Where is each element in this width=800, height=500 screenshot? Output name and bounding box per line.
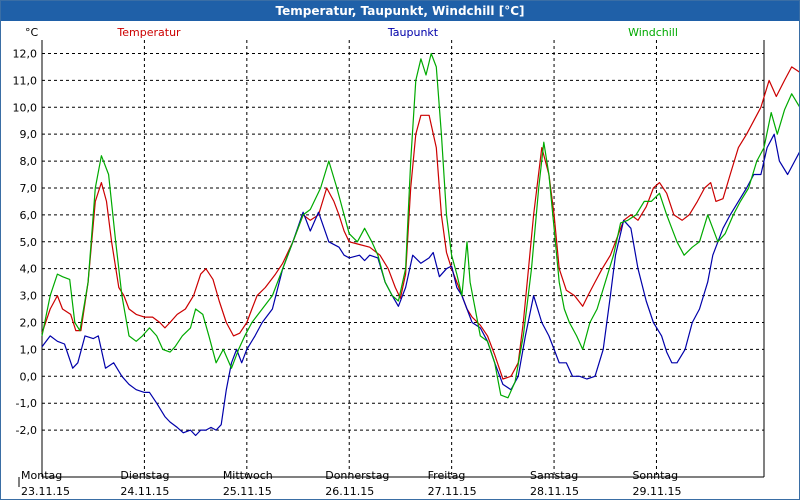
x-date-label: 24.11.15 — [120, 485, 169, 498]
legend-entry: Taupunkt — [387, 26, 439, 39]
chart-title: Temperatur, Taupunkt, Windchill [°C] — [1, 1, 799, 21]
y-unit-label: °C — [25, 26, 39, 39]
x-day-label: Donnerstag — [325, 469, 389, 482]
x-day-label: Montag — [21, 469, 62, 482]
y-tick-label: 5,0 — [20, 236, 38, 249]
y-tick-label: 10,0 — [13, 101, 38, 114]
grid — [42, 40, 764, 477]
x-date-label: 23.11.15 — [21, 485, 70, 498]
series-line-3 — [41, 52, 799, 399]
y-tick-label: 6,0 — [20, 209, 38, 222]
x-date-label: 27.11.15 — [428, 485, 477, 498]
y-tick-label: 4,0 — [20, 263, 38, 276]
line-chart: Temperatur Taupunkt Windchill -2,0 -1,0 0,0 1… — [13, 26, 799, 498]
x-date-label: 25.11.15 — [223, 485, 272, 498]
x-date-label: 26.11.15 — [325, 485, 374, 498]
x-date-label: 28.11.15 — [530, 485, 579, 498]
series-line-2 — [41, 133, 799, 437]
y-tick-label: 3,0 — [20, 290, 38, 303]
x-day-label: Samstag — [530, 469, 578, 482]
y-tick-label: 2,0 — [20, 316, 38, 329]
y-tick-label: -2,0 — [16, 424, 37, 437]
x-day-label: Dienstag — [120, 469, 169, 482]
y-tick-label: 1,0 — [20, 343, 38, 356]
x-day-label: Sonntag — [632, 469, 678, 482]
x-date-label: 29.11.15 — [632, 485, 681, 498]
y-tick-label: 11,0 — [13, 74, 38, 87]
y-tick-label: 8,0 — [20, 155, 38, 168]
y-tick-label: 0,0 — [20, 370, 38, 383]
x-day-label: Mittwoch — [223, 469, 273, 482]
legend-entry: Temperatur — [116, 26, 181, 39]
legend: Temperatur Taupunkt Windchill — [116, 26, 678, 39]
legend-entry: Windchill — [628, 26, 678, 39]
series-lines — [41, 52, 799, 437]
y-tick-label: -1,0 — [16, 397, 37, 410]
y-tick-label: 9,0 — [20, 128, 38, 141]
y-tick-label: 7,0 — [20, 182, 38, 195]
tick-labels: -2,0 -1,0 0,0 1,0 2,0 3,0 4,0 5,0 6,0 7,0 8,0 9,0 10… — [13, 26, 682, 498]
x-day-label: Freitag — [428, 469, 466, 482]
series-line-1 — [41, 66, 799, 380]
axes — [18, 40, 765, 487]
y-tick-label: 12,0 — [13, 47, 38, 60]
